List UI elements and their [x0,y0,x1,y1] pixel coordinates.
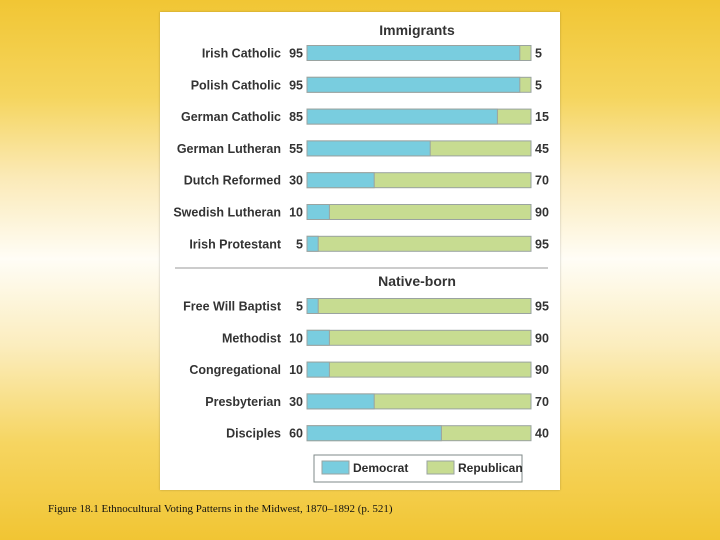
legend-label-republican: Republican [458,461,523,475]
row-label-free-will-baptist: Free Will Baptist [183,300,282,314]
bar-democrat-presbyterian [306,393,375,410]
democrat-value-disciples: 60 [289,427,303,441]
row-label-german-catholic: German Catholic [181,110,281,124]
republican-value-german-catholic: 15 [535,110,549,124]
democrat-value-polish-catholic: 95 [289,78,303,92]
row-label-dutch-reformed: Dutch Reformed [184,174,281,188]
republican-value-free-will-baptist: 95 [535,300,549,314]
section-title-native-born: Native-born [378,273,456,289]
democrat-value-irish-protestant: 5 [296,237,303,251]
bar-democrat-irish-catholic [306,45,521,61]
row-label-polish-catholic: Polish Catholic [191,78,281,92]
bar-republican-swedish-lutheran [306,204,532,220]
republican-value-polish-catholic: 5 [535,78,542,92]
row-label-irish-protestant: Irish Protestant [189,237,282,251]
republican-value-irish-protestant: 95 [535,237,549,251]
bar-democrat-methodist [306,329,330,346]
bar-democrat-german-catholic [306,108,498,125]
row-label-presbyterian: Presbyterian [205,395,281,409]
democrat-value-congregational: 10 [289,363,303,377]
voting-patterns-chart: Immigrants Irish Catholic 95 5 Polish Cathol… [173,22,549,483]
bar-democrat-disciples [306,425,442,442]
row-label-congregational: Congregational [189,363,281,377]
bar-democrat-german-lutheran [306,140,431,157]
democrat-value-methodist: 10 [289,331,303,345]
legend-swatch-republican [426,460,455,475]
chart-panel: Immigrants Irish Catholic 95 5 Polish Cathol… [160,12,560,490]
bar-democrat-congregational [306,361,330,378]
republican-value-congregational: 90 [535,363,549,377]
democrat-value-german-lutheran: 55 [289,142,303,156]
democrat-value-german-catholic: 85 [289,110,303,124]
democrat-value-presbyterian: 30 [289,395,303,409]
democrat-value-swedish-lutheran: 10 [289,206,303,220]
bar-democrat-free-will-baptist [306,298,319,314]
bar-democrat-dutch-reformed [306,172,375,189]
figure-caption: Figure 18.1 Ethnocultural Voting Pattern… [48,503,393,515]
republican-value-disciples: 40 [535,427,549,441]
bar-republican-congregational [306,361,532,378]
republican-value-swedish-lutheran: 90 [535,206,549,220]
bar-democrat-polish-catholic [306,76,521,93]
republican-value-presbyterian: 70 [535,395,549,409]
democrat-value-free-will-baptist: 5 [296,300,303,314]
bar-democrat-irish-protestant [306,235,319,252]
bar-democrat-swedish-lutheran [306,204,330,220]
republican-value-irish-catholic: 5 [535,47,542,61]
bar-republican-irish-protestant [306,235,532,252]
democrat-value-irish-catholic: 95 [289,47,303,61]
legend-label-democrat: Democrat [353,461,408,475]
row-label-irish-catholic: Irish Catholic [202,47,281,61]
bar-republican-methodist [306,329,532,346]
row-label-disciples: Disciples [226,427,281,441]
row-label-methodist: Methodist [222,331,282,345]
section-title-immigrants: Immigrants [379,22,455,38]
democrat-value-dutch-reformed: 30 [289,174,303,188]
bar-republican-free-will-baptist [306,298,532,314]
republican-value-methodist: 90 [535,331,549,345]
row-label-swedish-lutheran: Swedish Lutheran [173,206,281,220]
republican-value-dutch-reformed: 70 [535,174,549,188]
republican-value-german-lutheran: 45 [535,142,549,156]
legend-swatch-democrat [321,460,350,475]
row-label-german-lutheran: German Lutheran [177,142,281,156]
